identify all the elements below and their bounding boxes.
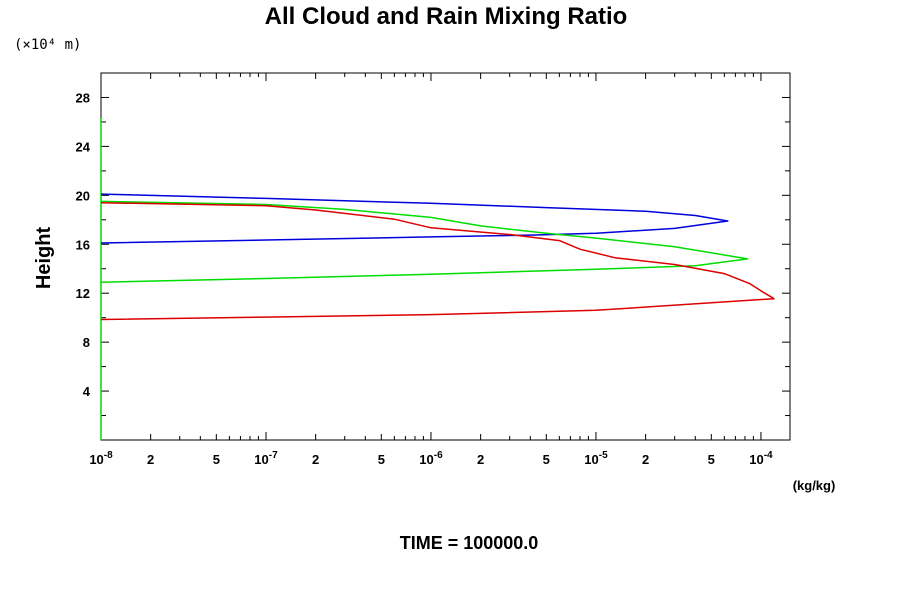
y-tick-label: 24 [76, 139, 91, 154]
x-tick-base: 2 [312, 452, 319, 467]
x-tick-exponent: -8 [104, 450, 113, 461]
x-tick-base: 2 [147, 452, 154, 467]
y-tick-label: 8 [83, 335, 90, 350]
x-tick-base: 10 [89, 452, 103, 467]
y-tick-label: 12 [76, 286, 90, 301]
y-tick-label: 28 [76, 90, 90, 105]
x-tick-base: 5 [378, 452, 385, 467]
x-tick-label: 10-4 [749, 450, 773, 467]
x-tick-exponent: -6 [434, 450, 443, 461]
x-tick-label: 5 [213, 452, 220, 467]
x-tick-exponent: -4 [764, 450, 773, 461]
x-axis-unit: (kg/kg) [793, 478, 836, 493]
chart-title: All Cloud and Rain Mixing Ratio [265, 3, 628, 30]
x-tick-label: 2 [642, 452, 649, 467]
series-line-3 [100, 201, 775, 321]
x-tick-label: 2 [477, 452, 484, 467]
x-tick-base: 5 [543, 452, 550, 467]
y-tick-label: 16 [76, 237, 90, 252]
series-line-2 [100, 200, 749, 283]
series-line-1 [100, 193, 729, 244]
x-tick-base: 10 [749, 452, 763, 467]
x-tick-base: 10 [254, 452, 268, 467]
x-tick-base: 10 [584, 452, 598, 467]
plot-frame [100, 72, 791, 441]
x-tick-label: 5 [378, 452, 385, 467]
x-tick-base: 10 [419, 452, 433, 467]
x-tick-label: 2 [312, 452, 319, 467]
series-layer [100, 193, 775, 321]
x-tick-base: 5 [213, 452, 220, 467]
x-tick-exponent: -5 [599, 450, 608, 461]
x-tick-label: 5 [708, 452, 715, 467]
time-label: TIME = 100000.0 [400, 533, 539, 553]
y-tick-label: 4 [83, 384, 91, 399]
x-tick-label: 10-5 [584, 450, 608, 467]
y-axis-label: Height [33, 227, 55, 290]
y-tick-label: 20 [76, 188, 90, 203]
x-tick-label: 10-8 [89, 450, 113, 467]
x-tick-label: 5 [543, 452, 550, 467]
x-tick-base: 5 [708, 452, 715, 467]
x-tick-base: 2 [477, 452, 484, 467]
x-tick-base: 2 [642, 452, 649, 467]
x-tick-exponent: -7 [269, 450, 278, 461]
y-axis-unit: (×10⁴ m) [14, 37, 81, 53]
x-tick-label: 2 [147, 452, 154, 467]
x-tick-label: 10-6 [419, 450, 443, 467]
x-tick-label: 10-7 [254, 450, 278, 467]
